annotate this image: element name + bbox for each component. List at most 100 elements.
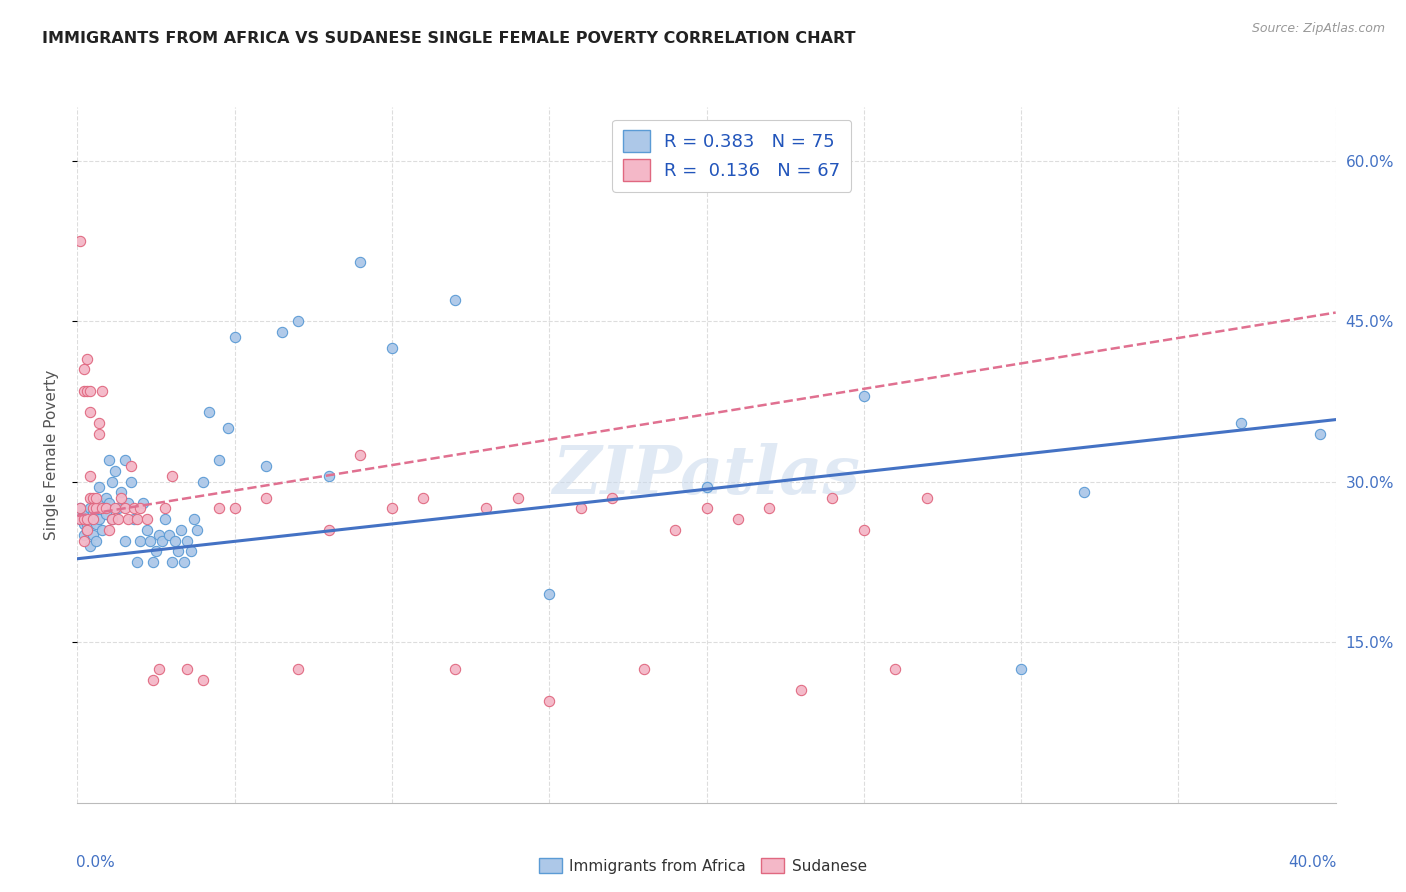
- Point: [72, 384, 94, 398]
- Point: [91, 501, 114, 516]
- Point: [79, 539, 101, 553]
- Point: [160, 555, 183, 569]
- Point: [349, 448, 371, 462]
- Text: 0.0%: 0.0%: [76, 855, 115, 870]
- Point: [696, 501, 718, 516]
- Point: [475, 501, 498, 516]
- Point: [167, 544, 190, 558]
- Point: [89, 480, 111, 494]
- Point: [76, 523, 98, 537]
- Point: [569, 501, 592, 516]
- Point: [72, 362, 94, 376]
- Point: [444, 662, 467, 676]
- Point: [852, 523, 875, 537]
- Point: [664, 523, 686, 537]
- Point: [94, 507, 117, 521]
- Point: [506, 491, 529, 505]
- Point: [69, 512, 91, 526]
- Point: [129, 501, 152, 516]
- Point: [76, 351, 98, 366]
- Point: [114, 453, 136, 467]
- Point: [318, 469, 340, 483]
- Point: [198, 405, 221, 419]
- Point: [72, 528, 94, 542]
- Point: [176, 533, 198, 548]
- Point: [163, 533, 186, 548]
- Point: [412, 491, 434, 505]
- Point: [148, 662, 170, 676]
- Point: [318, 523, 340, 537]
- Point: [97, 523, 120, 537]
- Point: [821, 491, 844, 505]
- Point: [381, 341, 404, 355]
- Point: [79, 469, 101, 483]
- Point: [270, 325, 292, 339]
- Point: [191, 475, 215, 489]
- Point: [101, 512, 124, 526]
- Point: [1010, 662, 1032, 676]
- Point: [97, 496, 120, 510]
- Point: [82, 491, 104, 505]
- Point: [120, 475, 142, 489]
- Point: [538, 587, 561, 601]
- Point: [76, 507, 98, 521]
- Point: [84, 517, 107, 532]
- Point: [107, 501, 129, 516]
- Point: [69, 501, 91, 516]
- Point: [84, 501, 107, 516]
- Point: [135, 523, 157, 537]
- Point: [104, 501, 127, 516]
- Point: [127, 555, 149, 569]
- Point: [142, 673, 165, 687]
- Point: [94, 501, 117, 516]
- Point: [183, 512, 205, 526]
- Point: [287, 662, 309, 676]
- Point: [600, 491, 623, 505]
- Point: [72, 517, 94, 532]
- Legend: Immigrants from Africa, Sudanese: Immigrants from Africa, Sudanese: [533, 852, 873, 880]
- Point: [224, 501, 246, 516]
- Point: [790, 683, 813, 698]
- Point: [155, 501, 177, 516]
- Point: [69, 512, 91, 526]
- Point: [186, 523, 208, 537]
- Point: [76, 384, 98, 398]
- Text: 40.0%: 40.0%: [1288, 855, 1337, 870]
- Point: [91, 384, 114, 398]
- Point: [217, 421, 239, 435]
- Point: [120, 458, 142, 473]
- Point: [633, 662, 655, 676]
- Point: [538, 694, 561, 708]
- Point: [82, 512, 104, 526]
- Point: [727, 512, 749, 526]
- Point: [69, 234, 91, 248]
- Point: [180, 544, 202, 558]
- Point: [287, 314, 309, 328]
- Point: [79, 384, 101, 398]
- Point: [82, 528, 104, 542]
- Text: ZIPatlas: ZIPatlas: [553, 443, 860, 508]
- Point: [1073, 485, 1095, 500]
- Point: [84, 533, 107, 548]
- Point: [170, 523, 193, 537]
- Point: [349, 255, 371, 269]
- Point: [76, 512, 98, 526]
- Point: [82, 501, 104, 516]
- Point: [157, 528, 180, 542]
- Point: [208, 501, 231, 516]
- Point: [138, 533, 160, 548]
- Point: [129, 533, 152, 548]
- Point: [76, 523, 98, 537]
- Point: [132, 496, 155, 510]
- Point: [444, 293, 467, 307]
- Legend: R = 0.383   N = 75, R =  0.136   N = 67: R = 0.383 N = 75, R = 0.136 N = 67: [612, 120, 852, 192]
- Point: [254, 458, 277, 473]
- Point: [142, 555, 165, 569]
- Point: [72, 507, 94, 521]
- Point: [173, 555, 195, 569]
- Point: [150, 533, 173, 548]
- Point: [76, 517, 98, 532]
- Point: [884, 662, 907, 676]
- Point: [72, 533, 94, 548]
- Point: [79, 501, 101, 516]
